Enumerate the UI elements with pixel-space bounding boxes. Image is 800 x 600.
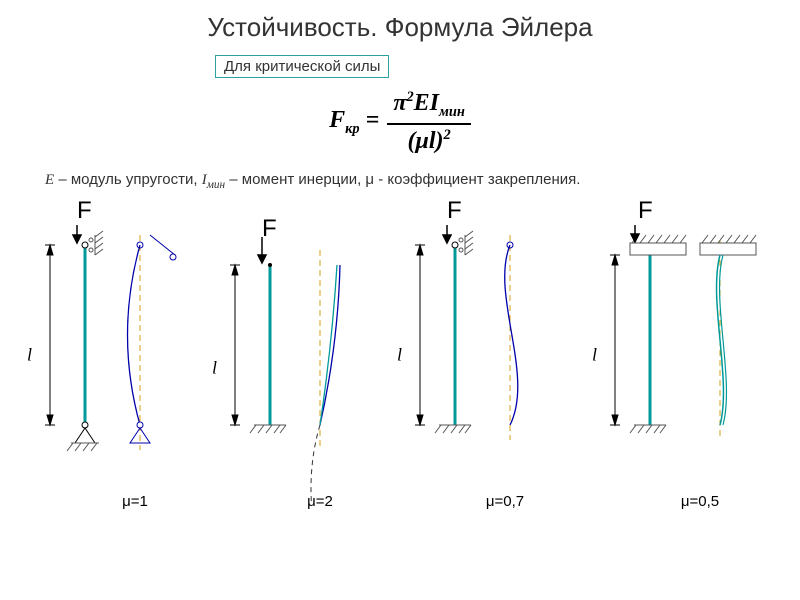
diagram-svg-3	[415, 225, 595, 485]
formula-f-sub: кр	[345, 121, 360, 137]
formula-lhs: Fкр =	[329, 107, 379, 138]
ei: EI	[414, 90, 439, 116]
description: Е – модуль упругости, Iмин – момент инер…	[45, 170, 745, 193]
formula-den: (μl)2	[387, 125, 471, 155]
diagram-svg-1	[45, 225, 225, 485]
mu-label: μ=1	[122, 493, 148, 510]
euler-formula: Fкр = π2EIмин (μl)2	[235, 90, 565, 155]
mu-label: μ=2	[307, 493, 333, 510]
f-label: F	[447, 197, 462, 225]
diagram-svg-4	[610, 225, 790, 485]
l-label: l	[397, 345, 402, 366]
l-label: l	[592, 345, 597, 366]
l-label: l	[212, 358, 217, 379]
desc-e-text: – модуль упругости,	[54, 171, 202, 188]
case-mu-2: l F	[230, 225, 410, 485]
mu-label: μ=0,5	[681, 493, 719, 510]
case-mu-05: l F	[610, 225, 790, 485]
formula-f: F	[329, 107, 345, 133]
pi: π	[393, 90, 406, 116]
pi-exp: 2	[406, 89, 413, 105]
diagram-area: l F	[0, 225, 800, 525]
mul-exp: 2	[443, 127, 450, 143]
page-title: Устойчивость. Формула Эйлера	[0, 0, 800, 43]
formula-num: π2EIмин	[387, 90, 471, 125]
f-label: F	[638, 197, 653, 225]
diagram-svg-2	[230, 225, 410, 505]
desc-i-text: – момент инерции, μ - коэффициент закреп…	[225, 171, 580, 188]
case-mu-1: l F	[45, 225, 225, 485]
l-label: l	[27, 345, 32, 366]
f-label: F	[77, 197, 92, 225]
desc-i-sub: мин	[207, 179, 225, 191]
case-mu-07: l F	[415, 225, 595, 485]
mul: (μl)	[407, 128, 443, 154]
f-label: F	[262, 215, 277, 243]
subtitle-box: Для критической силы	[215, 55, 389, 78]
desc-e: Е	[45, 172, 54, 188]
mu-label: μ=0,7	[486, 493, 524, 510]
formula-frac: π2EIмин (μl)2	[387, 90, 471, 155]
ei-sub: мин	[439, 104, 465, 120]
